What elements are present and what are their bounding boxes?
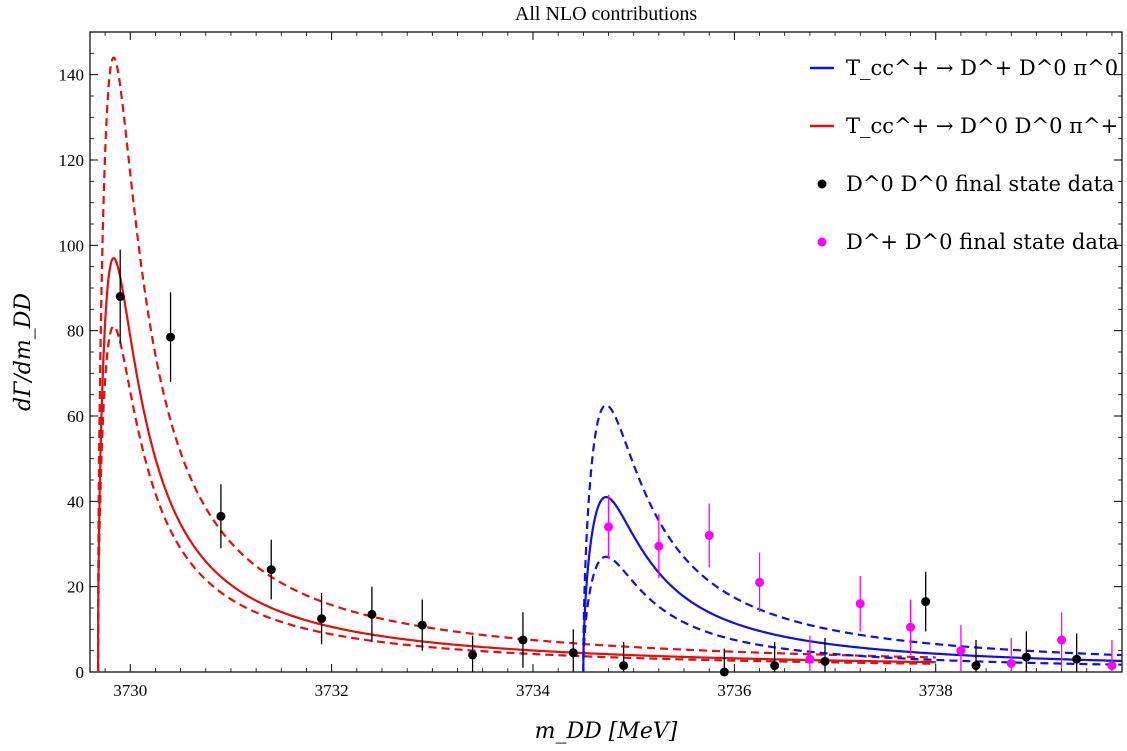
x-tick-label: 3736	[717, 681, 751, 700]
y-tick-label: 0	[76, 663, 85, 682]
series-line	[582, 555, 1123, 673]
data-point	[317, 614, 327, 624]
data-point	[166, 332, 176, 342]
data-point	[906, 622, 916, 632]
y-axis: 0 20 40 60 80 100 120 140	[59, 52, 1122, 682]
legend-entry-label: T_cc^+ → D^0 D^0 π^+	[846, 114, 1118, 138]
y-tick-label: 60	[67, 407, 84, 426]
data-point	[820, 656, 830, 666]
data-point	[654, 541, 664, 551]
data-point	[805, 654, 815, 664]
legend-entry-label: D^0 D^0 final state data	[846, 172, 1115, 196]
data-point	[367, 609, 377, 619]
y-tick-label: 100	[59, 236, 85, 255]
data-point	[518, 635, 528, 645]
series-line	[96, 257, 936, 673]
data-point	[719, 667, 729, 677]
data-point	[468, 650, 478, 660]
data-point	[604, 522, 614, 532]
data-point	[755, 577, 765, 587]
legend-entry-label: D^+ D^0 final state data	[846, 230, 1119, 254]
x-tick-label: 3734	[516, 681, 551, 700]
y-axis-title: dΓ/dm_DD	[11, 293, 36, 411]
data-point	[1072, 654, 1082, 664]
data-point	[971, 661, 981, 671]
legend-marker-swatch	[817, 179, 827, 189]
y-tick-label: 40	[67, 492, 84, 511]
x-tick-label: 3730	[113, 681, 147, 700]
chart-title: All NLO contributions	[515, 3, 697, 25]
x-tick-label: 3732	[315, 681, 349, 700]
series-curves	[96, 56, 1123, 673]
data-point	[619, 661, 629, 671]
data-point	[1021, 652, 1031, 662]
data-point	[921, 597, 931, 607]
legend-marker-swatch	[817, 237, 827, 247]
data-point	[115, 292, 125, 302]
data-point	[704, 530, 714, 540]
data-point	[855, 599, 865, 609]
data-point	[266, 565, 276, 575]
data-point	[216, 511, 226, 521]
y-tick-label: 20	[67, 578, 84, 597]
x-axis-title: m_DD [MeV]	[535, 719, 678, 744]
data-point	[1057, 635, 1067, 645]
legend-entry-label: T_cc^+ → D^+ D^0 π^0	[846, 56, 1118, 80]
data-point	[568, 648, 578, 658]
y-tick-label: 120	[59, 151, 85, 170]
y-tick-label: 80	[67, 322, 84, 341]
y-tick-label: 140	[59, 66, 85, 85]
legend: T_cc^+ → D^+ D^0 π^0 T_cc^+ → D^0 D^0 π^+…	[810, 56, 1119, 254]
data-point	[770, 661, 780, 671]
series-line	[582, 495, 1123, 673]
data-point	[417, 620, 427, 630]
x-axis: 3730 3732 3734 3736 3738	[104, 32, 1113, 700]
data-points	[115, 249, 1117, 677]
x-tick-label: 3738	[919, 681, 953, 700]
data-point	[1107, 661, 1117, 671]
data-point	[1006, 658, 1016, 668]
data-point	[956, 646, 966, 656]
x-axis-label: m_DD [MeV]	[535, 719, 678, 744]
series-line	[582, 404, 1123, 673]
series-line	[96, 325, 936, 673]
y-axis-label: dΓ/dm_DD	[11, 293, 36, 411]
